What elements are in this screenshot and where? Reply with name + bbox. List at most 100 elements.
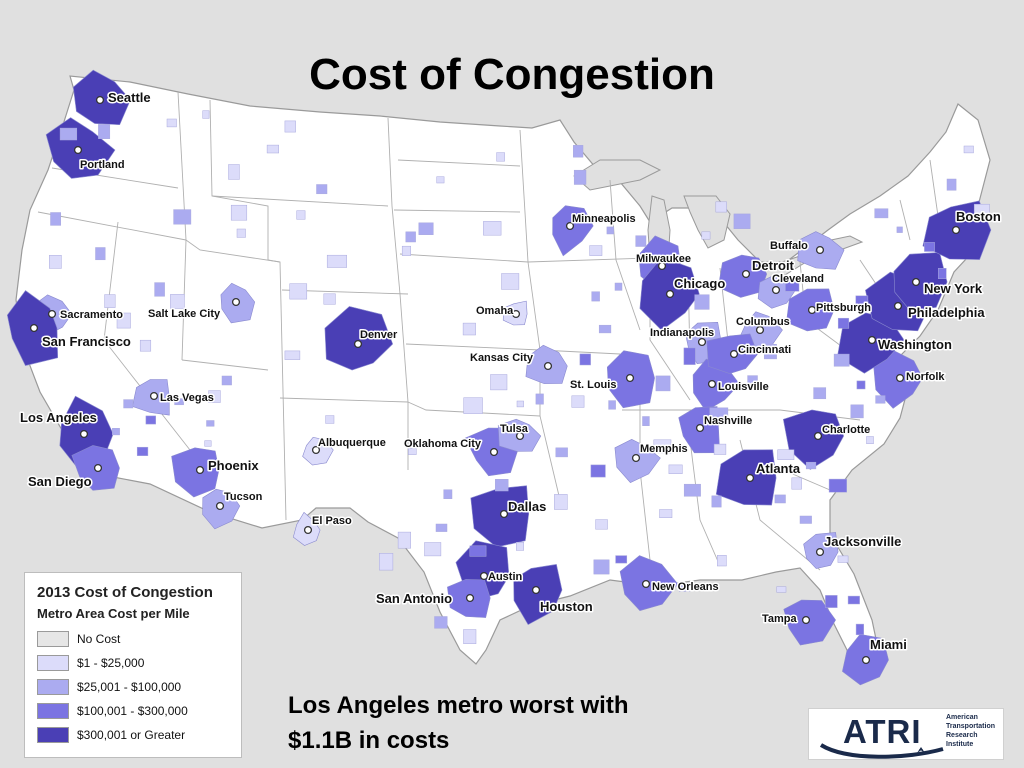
- legend-swatch-no-cost: [37, 631, 69, 647]
- city-marker: [911, 277, 921, 287]
- minor-area-block: [228, 164, 240, 180]
- city-marker: [93, 463, 103, 473]
- minor-area-block: [462, 322, 476, 336]
- minor-area-block: [579, 353, 591, 366]
- minor-area-block: [573, 145, 584, 158]
- city-label: New Orleans: [652, 581, 719, 593]
- city-marker: [815, 547, 825, 557]
- city-marker: [489, 447, 499, 457]
- city-label: Salt Lake City: [148, 308, 221, 320]
- minor-area-block: [847, 595, 860, 605]
- legend-item: $100,001 - $300,000: [37, 699, 231, 723]
- city-marker: [707, 379, 717, 389]
- city-label: Portland: [80, 159, 125, 171]
- city-marker: [149, 391, 159, 401]
- minor-area-block: [516, 400, 524, 408]
- city-marker: [515, 431, 525, 441]
- minor-area-block: [874, 208, 889, 219]
- legend-subtitle: Metro Area Cost per Mile: [37, 606, 190, 621]
- city-label: Seattle: [108, 90, 151, 105]
- city-label: Detroit: [752, 258, 795, 273]
- minor-area-block: [59, 127, 78, 141]
- minor-area-block: [408, 448, 417, 455]
- city-label: Tulsa: [500, 423, 529, 435]
- minor-area-block: [230, 204, 248, 221]
- city-label: Houston: [540, 599, 593, 614]
- city-marker: [565, 221, 575, 231]
- minor-area-block: [635, 235, 647, 247]
- minor-area-block: [855, 295, 869, 307]
- city-label: Memphis: [640, 443, 688, 455]
- city-label: San Francisco: [42, 334, 131, 349]
- logo-wordmark: ATRI: [843, 713, 922, 750]
- minor-area-block: [655, 375, 671, 392]
- metro-area-block: [470, 485, 530, 548]
- logo-line: Research: [946, 732, 978, 739]
- minor-area-block: [434, 616, 448, 629]
- minor-area-block: [747, 375, 758, 385]
- minor-area-block: [713, 443, 727, 455]
- minor-area-block: [715, 201, 727, 213]
- minor-area-block: [791, 477, 802, 490]
- city-marker: [861, 655, 871, 665]
- city-marker: [755, 325, 765, 335]
- city-marker: [895, 373, 905, 383]
- minor-area-block: [535, 393, 544, 405]
- legend-item: $25,001 - $100,000: [37, 675, 231, 699]
- minor-area-block: [95, 247, 106, 261]
- minor-area-block: [316, 184, 328, 195]
- city-label: San Diego: [28, 474, 92, 489]
- minor-area-block: [173, 209, 192, 225]
- minor-area-block: [123, 399, 134, 409]
- city-marker: [625, 373, 635, 383]
- minor-area-block: [785, 279, 800, 292]
- city-marker: [195, 465, 205, 475]
- city-label: Miami: [870, 637, 907, 652]
- minor-area-block: [973, 203, 990, 221]
- minor-area-block: [495, 479, 509, 492]
- city-label: Cleveland: [772, 273, 824, 285]
- city-marker: [657, 261, 667, 271]
- legend-title: 2013 Cost of Congestion: [37, 584, 213, 601]
- city-label: New York: [924, 281, 983, 296]
- minor-area-block: [49, 255, 62, 269]
- minor-area-block: [323, 293, 336, 305]
- minor-area-block: [112, 428, 120, 436]
- minor-area-block: [595, 519, 608, 530]
- minor-area-block: [589, 245, 603, 256]
- city-marker: [499, 509, 509, 519]
- minor-area-block: [573, 169, 587, 185]
- minor-area-block: [764, 344, 777, 360]
- city-label: Chicago: [674, 276, 725, 291]
- city-label: San Antonio: [376, 591, 452, 606]
- city-marker: [511, 309, 521, 319]
- minor-area-block: [856, 380, 866, 390]
- lake-superior: [573, 159, 662, 191]
- minor-area-block: [221, 375, 232, 386]
- minor-area-block: [116, 312, 131, 329]
- minor-area-block: [614, 282, 623, 291]
- minor-area-block: [615, 555, 628, 564]
- minor-area-block: [946, 178, 957, 191]
- city-marker: [951, 225, 961, 235]
- minor-area-block: [678, 582, 691, 592]
- legend-item: No Cost: [37, 627, 231, 651]
- minor-area-block: [206, 420, 215, 427]
- city-label: Austin: [488, 571, 523, 583]
- metro-area-block: [717, 254, 768, 298]
- city-marker: [215, 501, 225, 511]
- minor-area-block: [145, 415, 156, 425]
- minor-area-block: [850, 404, 864, 419]
- city-label: Atlanta: [756, 461, 801, 476]
- minor-area-block: [591, 291, 600, 302]
- minor-area-block: [397, 531, 411, 549]
- minor-area-block: [711, 495, 722, 508]
- city-marker: [79, 429, 89, 439]
- minor-area-block: [924, 242, 935, 252]
- map-legend: 2013 Cost of Congestion Metro Area Cost …: [24, 572, 242, 758]
- minor-area-block: [490, 374, 508, 391]
- logo-swoosh-icon: [819, 743, 944, 759]
- city-marker: [641, 579, 651, 589]
- city-label: Minneapolis: [572, 213, 636, 225]
